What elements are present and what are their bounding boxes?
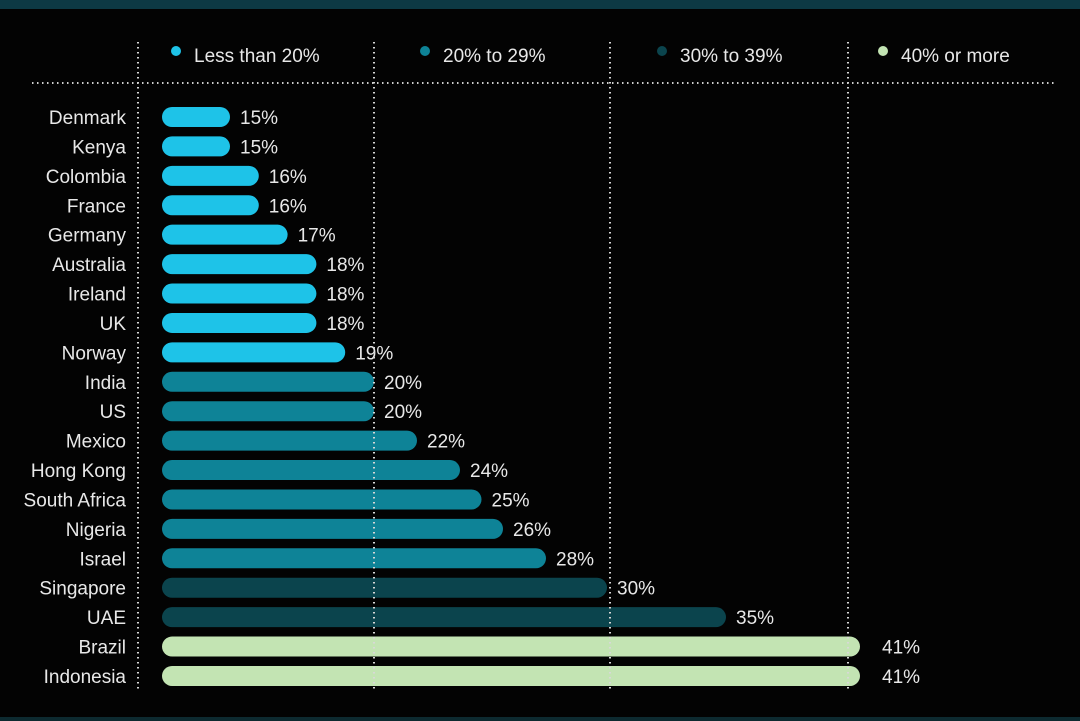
bar: [162, 636, 860, 657]
category-label: Israel: [80, 549, 126, 570]
bar: [162, 401, 374, 422]
bar: [162, 430, 417, 451]
value-label: 28%: [556, 549, 594, 570]
category-label: Mexico: [66, 432, 126, 453]
category-label: UK: [100, 314, 127, 335]
category-label: Germany: [48, 226, 127, 247]
legend-label: Less than 20%: [194, 46, 320, 67]
value-label: 41%: [882, 667, 920, 688]
bar: [162, 548, 546, 569]
category-label: Hong Kong: [31, 461, 126, 482]
value-label: 16%: [269, 196, 307, 217]
category-label: Norway: [62, 343, 127, 364]
bar: [162, 607, 726, 628]
value-label: 15%: [240, 137, 278, 158]
top-band: [0, 0, 1080, 9]
value-label: 16%: [269, 167, 307, 188]
value-label: 18%: [326, 255, 364, 276]
legend-label: 30% to 39%: [680, 46, 783, 67]
value-label: 25%: [492, 490, 530, 511]
category-label: Nigeria: [66, 520, 127, 541]
category-label: France: [67, 196, 126, 217]
value-label: 17%: [298, 226, 336, 247]
value-label: 20%: [384, 373, 422, 394]
value-label: 15%: [240, 108, 278, 129]
category-label: Australia: [52, 255, 126, 276]
bar: [162, 371, 374, 392]
value-label: 18%: [326, 314, 364, 335]
category-label: Denmark: [49, 108, 127, 129]
value-label: 18%: [326, 285, 364, 306]
legend-label: 20% to 29%: [443, 46, 546, 67]
category-label: Indonesia: [44, 667, 127, 688]
category-label: Kenya: [72, 137, 126, 158]
bar: [162, 224, 288, 245]
bar: [162, 165, 259, 186]
value-label: 20%: [384, 402, 422, 423]
bar: [162, 195, 259, 216]
value-label: 35%: [736, 608, 774, 629]
bar: [162, 665, 860, 686]
bar: [162, 518, 503, 539]
bottom-band: [0, 717, 1080, 721]
category-label: UAE: [87, 608, 126, 629]
legend-marker: [878, 46, 888, 56]
bar: [162, 254, 317, 275]
category-label: India: [85, 373, 127, 394]
bar: [162, 342, 346, 363]
bar: [162, 460, 460, 481]
bar: [162, 489, 482, 510]
bar: [162, 107, 230, 127]
category-label: Singapore: [39, 579, 126, 600]
legend-marker: [420, 46, 430, 56]
bar: [162, 577, 607, 598]
legend-marker: [657, 46, 667, 56]
value-label: 30%: [617, 579, 655, 600]
value-label: 24%: [470, 461, 508, 482]
category-label: US: [100, 402, 126, 423]
legend-marker: [171, 46, 181, 56]
category-label: Brazil: [78, 638, 126, 659]
bar: [162, 136, 230, 157]
category-label: Ireland: [68, 285, 126, 306]
value-label: 41%: [882, 638, 920, 659]
value-label: 22%: [427, 432, 465, 453]
bar: [162, 283, 317, 304]
category-label: Colombia: [46, 167, 127, 188]
category-label: South Africa: [24, 490, 127, 511]
bar: [162, 312, 317, 333]
value-label: 26%: [513, 520, 551, 541]
legend-label: 40% or more: [901, 46, 1010, 67]
value-label: 19%: [355, 343, 393, 364]
